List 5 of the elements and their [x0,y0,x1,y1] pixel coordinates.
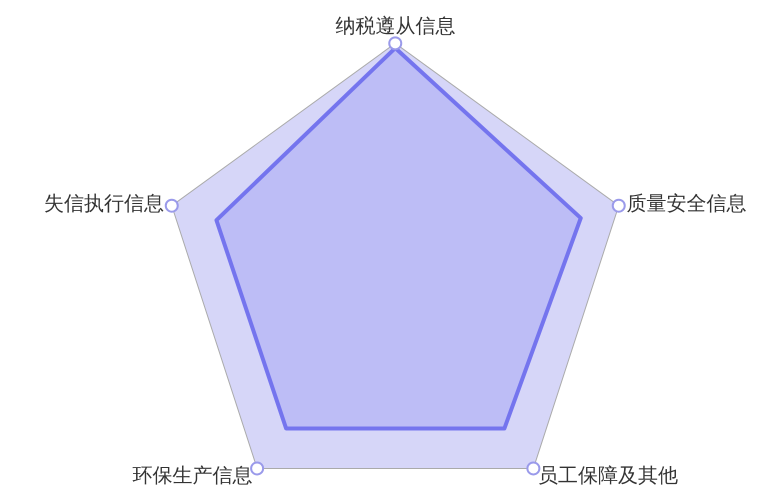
spoke-label: 失信执行信息 [44,191,164,216]
spoke-label: 员工保障及其他 [538,462,678,487]
spoke-label: 环保生产信息 [132,462,252,487]
spoke-label: 纳税遵从信息 [335,13,456,38]
spoke-label: 质量安全信息 [626,191,746,216]
